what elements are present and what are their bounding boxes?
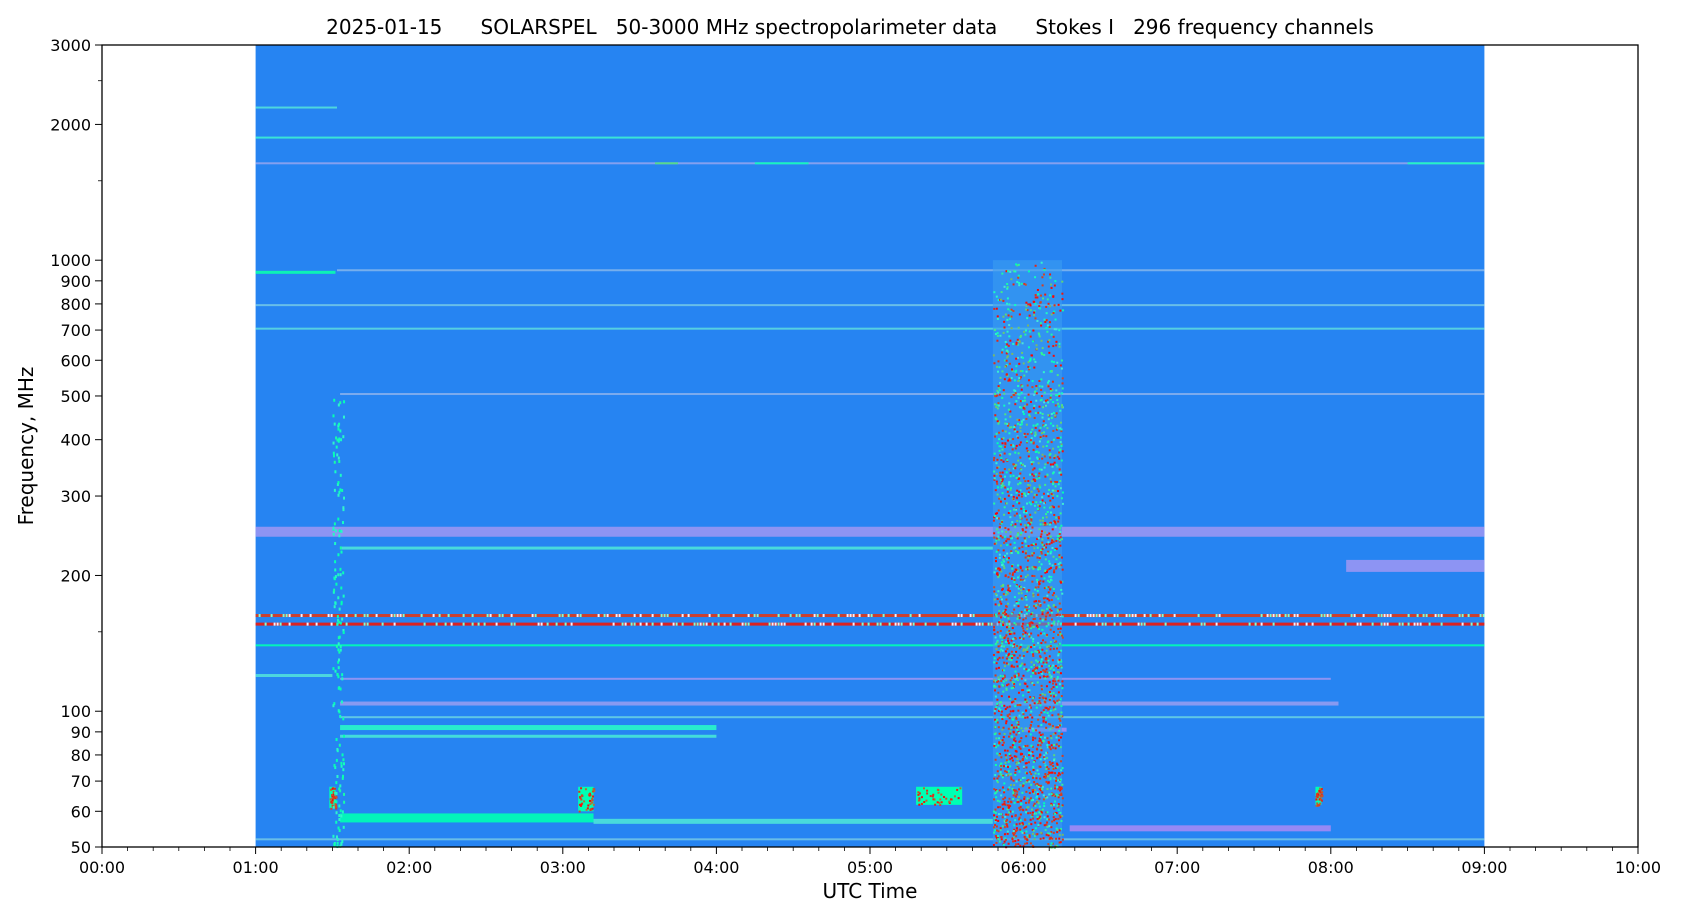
title-parameter: Stokes I: [1035, 15, 1114, 39]
x-tick-label: 06:00: [1001, 858, 1047, 877]
y-axis-title: Frequency, MHz: [14, 367, 38, 526]
frequency-band: [255, 838, 1485, 841]
frequency-band: [337, 269, 1485, 272]
y-axis: 50 60 70 80 90 100 200 300 400 500 600 700 800 900 100…: [50, 36, 102, 857]
frequency-band: [255, 106, 338, 109]
chart-title: 2025-01-15 SOLARSPEL 50-3000 MHz spectro…: [326, 15, 1374, 39]
frequency-band: [340, 725, 717, 731]
y-tick-label: 800: [60, 295, 91, 314]
frequency-band: [255, 327, 1485, 330]
burst-burst: [1315, 786, 1324, 807]
title-instrument: SOLARSPEL: [481, 15, 598, 39]
frequency-band: [1407, 162, 1485, 165]
x-tick-label: 03:00: [540, 858, 586, 877]
burst-drift: [332, 398, 346, 849]
frequency-band: [340, 546, 993, 550]
frequency-band: [255, 644, 1485, 647]
y-tick-label: 90: [71, 723, 91, 742]
y-tick-label: 100: [60, 702, 91, 721]
y-tick-label: 400: [60, 431, 91, 450]
frequency-band: [340, 701, 1339, 706]
frequency-band: [255, 622, 1485, 626]
y-tick-label: 60: [71, 802, 91, 821]
title-date: 2025-01-15: [326, 15, 442, 39]
title-channels: 296 frequency channels: [1133, 15, 1374, 39]
frequency-band: [255, 270, 336, 274]
frequency-band: [593, 818, 993, 824]
y-tick-label: 700: [60, 321, 91, 340]
frequency-band: [1346, 559, 1485, 572]
frequency-band: [1069, 825, 1331, 832]
x-tick-label: 08:00: [1308, 858, 1354, 877]
y-tick-label: 50: [71, 838, 91, 857]
frequency-band: [255, 674, 333, 678]
frequency-band: [340, 677, 1331, 680]
x-tick-label: 04:00: [693, 858, 739, 877]
burst-burst: [916, 786, 963, 807]
frequency-band: [255, 136, 1485, 139]
y-tick-label: 1000: [50, 251, 91, 270]
x-axis-title: UTC Time: [823, 879, 918, 903]
frequency-band: [340, 393, 1485, 396]
y-tick-label: 2000: [50, 115, 91, 134]
burst-noise-storm: [992, 260, 1064, 849]
frequency-band: [255, 162, 1485, 165]
plot-area: [101, 44, 1639, 849]
title-description: 50-3000 MHz spectropolarimeter data: [616, 15, 997, 39]
y-tick-label: 200: [60, 566, 91, 585]
frequency-band: [255, 526, 1485, 537]
x-tick-label: 10:00: [1615, 858, 1661, 877]
x-tick-label: 01:00: [233, 858, 279, 877]
y-tick-label: 3000: [50, 36, 91, 55]
y-tick-label: 900: [60, 272, 91, 291]
y-tick-label: 600: [60, 351, 91, 370]
y-tick-label: 300: [60, 487, 91, 506]
frequency-band: [340, 734, 717, 738]
burst-burst: [578, 786, 596, 813]
frequency-band: [255, 614, 1485, 618]
spectrogram-background: [255, 45, 1485, 847]
x-tick-label: 07:00: [1154, 858, 1200, 877]
x-tick-label: 02:00: [386, 858, 432, 877]
x-axis: 00:00 01:00 02:00 03:00 04:00 05:00 06:00 07:00…: [79, 847, 1661, 877]
frequency-band: [754, 162, 809, 165]
frequency-band: [340, 813, 594, 823]
y-tick-label: 80: [71, 746, 91, 765]
y-tick-label: 500: [60, 387, 91, 406]
frequency-band: [340, 716, 1485, 719]
x-tick-label: 00:00: [79, 858, 125, 877]
x-tick-label: 09:00: [1461, 858, 1507, 877]
y-tick-label: 70: [71, 772, 91, 791]
frequency-band: [654, 162, 678, 165]
x-tick-label: 05:00: [847, 858, 893, 877]
heatmap-image: [255, 45, 1485, 849]
frequency-band: [255, 304, 1485, 307]
